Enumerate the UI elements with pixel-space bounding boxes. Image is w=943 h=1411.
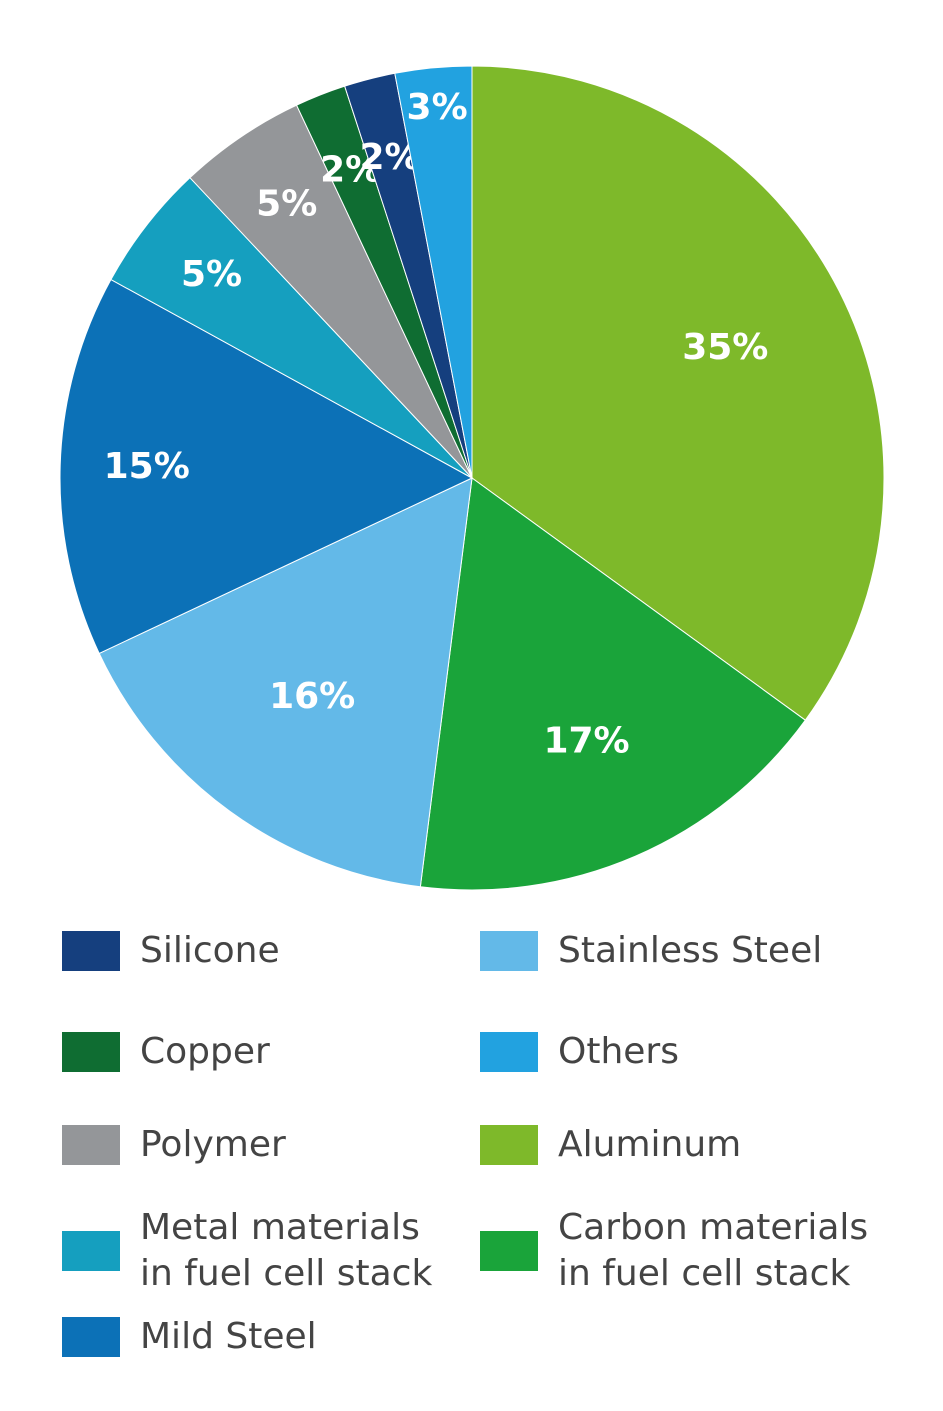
legend-swatch-silicone [62, 931, 120, 971]
pie-chart: 35%17%16%15%5%5%2%2%3% [59, 65, 885, 891]
legend-swatch-copper [62, 1032, 120, 1072]
legend-item-carbon-materials: Carbon materials in fuel cell stack [480, 1205, 900, 1297]
legend-swatch-carbon-materials [480, 1231, 538, 1271]
pie-label-carbon-materials-in-fuel-cell-stack: 17% [543, 721, 629, 762]
legend-label-others: Others [558, 1031, 679, 1072]
legend-swatch-stainless-steel [480, 931, 538, 971]
legend-swatch-aluminum [480, 1125, 538, 1165]
legend-swatch-metal-materials [62, 1231, 120, 1271]
legend-item-metal-materials: Metal materials in fuel cell stack [62, 1205, 482, 1297]
legend-swatch-others [480, 1032, 538, 1072]
legend-label-aluminum: Aluminum [558, 1124, 742, 1165]
legend-label-silicone: Silicone [140, 930, 280, 971]
legend-label-metal-materials: Metal materials in fuel cell stack [140, 1205, 432, 1297]
legend-item-silicone: Silicone [62, 928, 482, 974]
legend-label-polymer: Polymer [140, 1124, 286, 1165]
pie-slice-aluminum [471, 65, 885, 721]
legend-item-mild-steel: Mild Steel [62, 1314, 482, 1360]
legend-label-stainless-steel: Stainless Steel [558, 930, 823, 971]
legend-label-copper: Copper [140, 1031, 270, 1072]
pie-slice-mild-steel [59, 278, 474, 655]
legend-label-carbon-materials: Carbon materials in fuel cell stack [558, 1205, 868, 1297]
pie-label-stainless-steel: 16% [269, 676, 355, 717]
legend-label-carbon-materials-line2: in fuel cell stack [558, 1253, 851, 1294]
legend-item-stainless-steel: Stainless Steel [480, 928, 900, 974]
legend-item-others: Others [480, 1029, 900, 1075]
legend-label-mild-steel: Mild Steel [140, 1316, 317, 1357]
legend-label-carbon-materials-line1: Carbon materials [558, 1207, 869, 1248]
pie-label-polymer: 5% [256, 183, 317, 224]
pie-label-others: 3% [407, 87, 468, 128]
pie-label-metal-materials-in-fuel-cell-stack: 5% [181, 254, 242, 295]
legend-swatch-mild-steel [62, 1317, 120, 1357]
legend-swatch-polymer [62, 1125, 120, 1165]
pie-slice-others [394, 65, 473, 479]
pie-label-mild-steel: 15% [104, 446, 190, 487]
legend-label-metal-materials-line2: in fuel cell stack [140, 1253, 433, 1294]
pie-label-aluminum: 35% [682, 327, 768, 368]
pie-slice-carbon-materials-in-fuel-cell-stack [419, 477, 807, 891]
pie-slice-stainless-steel [98, 477, 473, 888]
legend-label-metal-materials-line1: Metal materials [140, 1207, 420, 1248]
legend-item-aluminum: Aluminum [480, 1122, 900, 1168]
legend-item-polymer: Polymer [62, 1122, 482, 1168]
legend-item-copper: Copper [62, 1029, 482, 1075]
